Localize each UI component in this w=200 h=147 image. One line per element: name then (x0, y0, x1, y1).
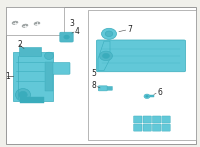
Ellipse shape (12, 21, 18, 24)
FancyBboxPatch shape (152, 116, 161, 123)
Bar (6, 7, 64, 35)
Ellipse shape (22, 24, 28, 27)
FancyBboxPatch shape (143, 124, 151, 131)
Text: 7: 7 (127, 25, 132, 34)
FancyBboxPatch shape (134, 124, 142, 131)
Ellipse shape (44, 52, 54, 60)
Ellipse shape (19, 91, 27, 98)
FancyBboxPatch shape (98, 86, 107, 91)
Ellipse shape (102, 53, 110, 59)
FancyBboxPatch shape (13, 52, 53, 101)
Text: 2: 2 (17, 40, 22, 49)
Bar (88, 10, 196, 140)
FancyBboxPatch shape (143, 116, 151, 123)
FancyBboxPatch shape (19, 47, 41, 56)
Text: 3: 3 (69, 19, 74, 28)
FancyBboxPatch shape (162, 116, 170, 123)
Polygon shape (98, 41, 110, 71)
FancyBboxPatch shape (48, 62, 70, 74)
Ellipse shape (16, 88, 30, 101)
Ellipse shape (105, 31, 113, 37)
Ellipse shape (34, 22, 40, 25)
Bar (20, 97, 44, 103)
Bar (45, 62, 53, 91)
Bar (150, 95, 154, 97)
FancyBboxPatch shape (96, 40, 186, 72)
FancyBboxPatch shape (134, 116, 142, 123)
Ellipse shape (102, 28, 117, 39)
Ellipse shape (144, 94, 150, 98)
FancyBboxPatch shape (152, 124, 161, 131)
Ellipse shape (100, 51, 112, 61)
Text: 5: 5 (91, 69, 96, 78)
Text: 1: 1 (5, 72, 10, 81)
FancyBboxPatch shape (162, 124, 170, 131)
Text: 8: 8 (92, 81, 96, 91)
Ellipse shape (64, 35, 69, 39)
Ellipse shape (146, 95, 148, 97)
FancyBboxPatch shape (107, 86, 112, 90)
Text: 6: 6 (157, 88, 162, 97)
FancyBboxPatch shape (60, 32, 73, 42)
Text: 4: 4 (75, 27, 80, 36)
